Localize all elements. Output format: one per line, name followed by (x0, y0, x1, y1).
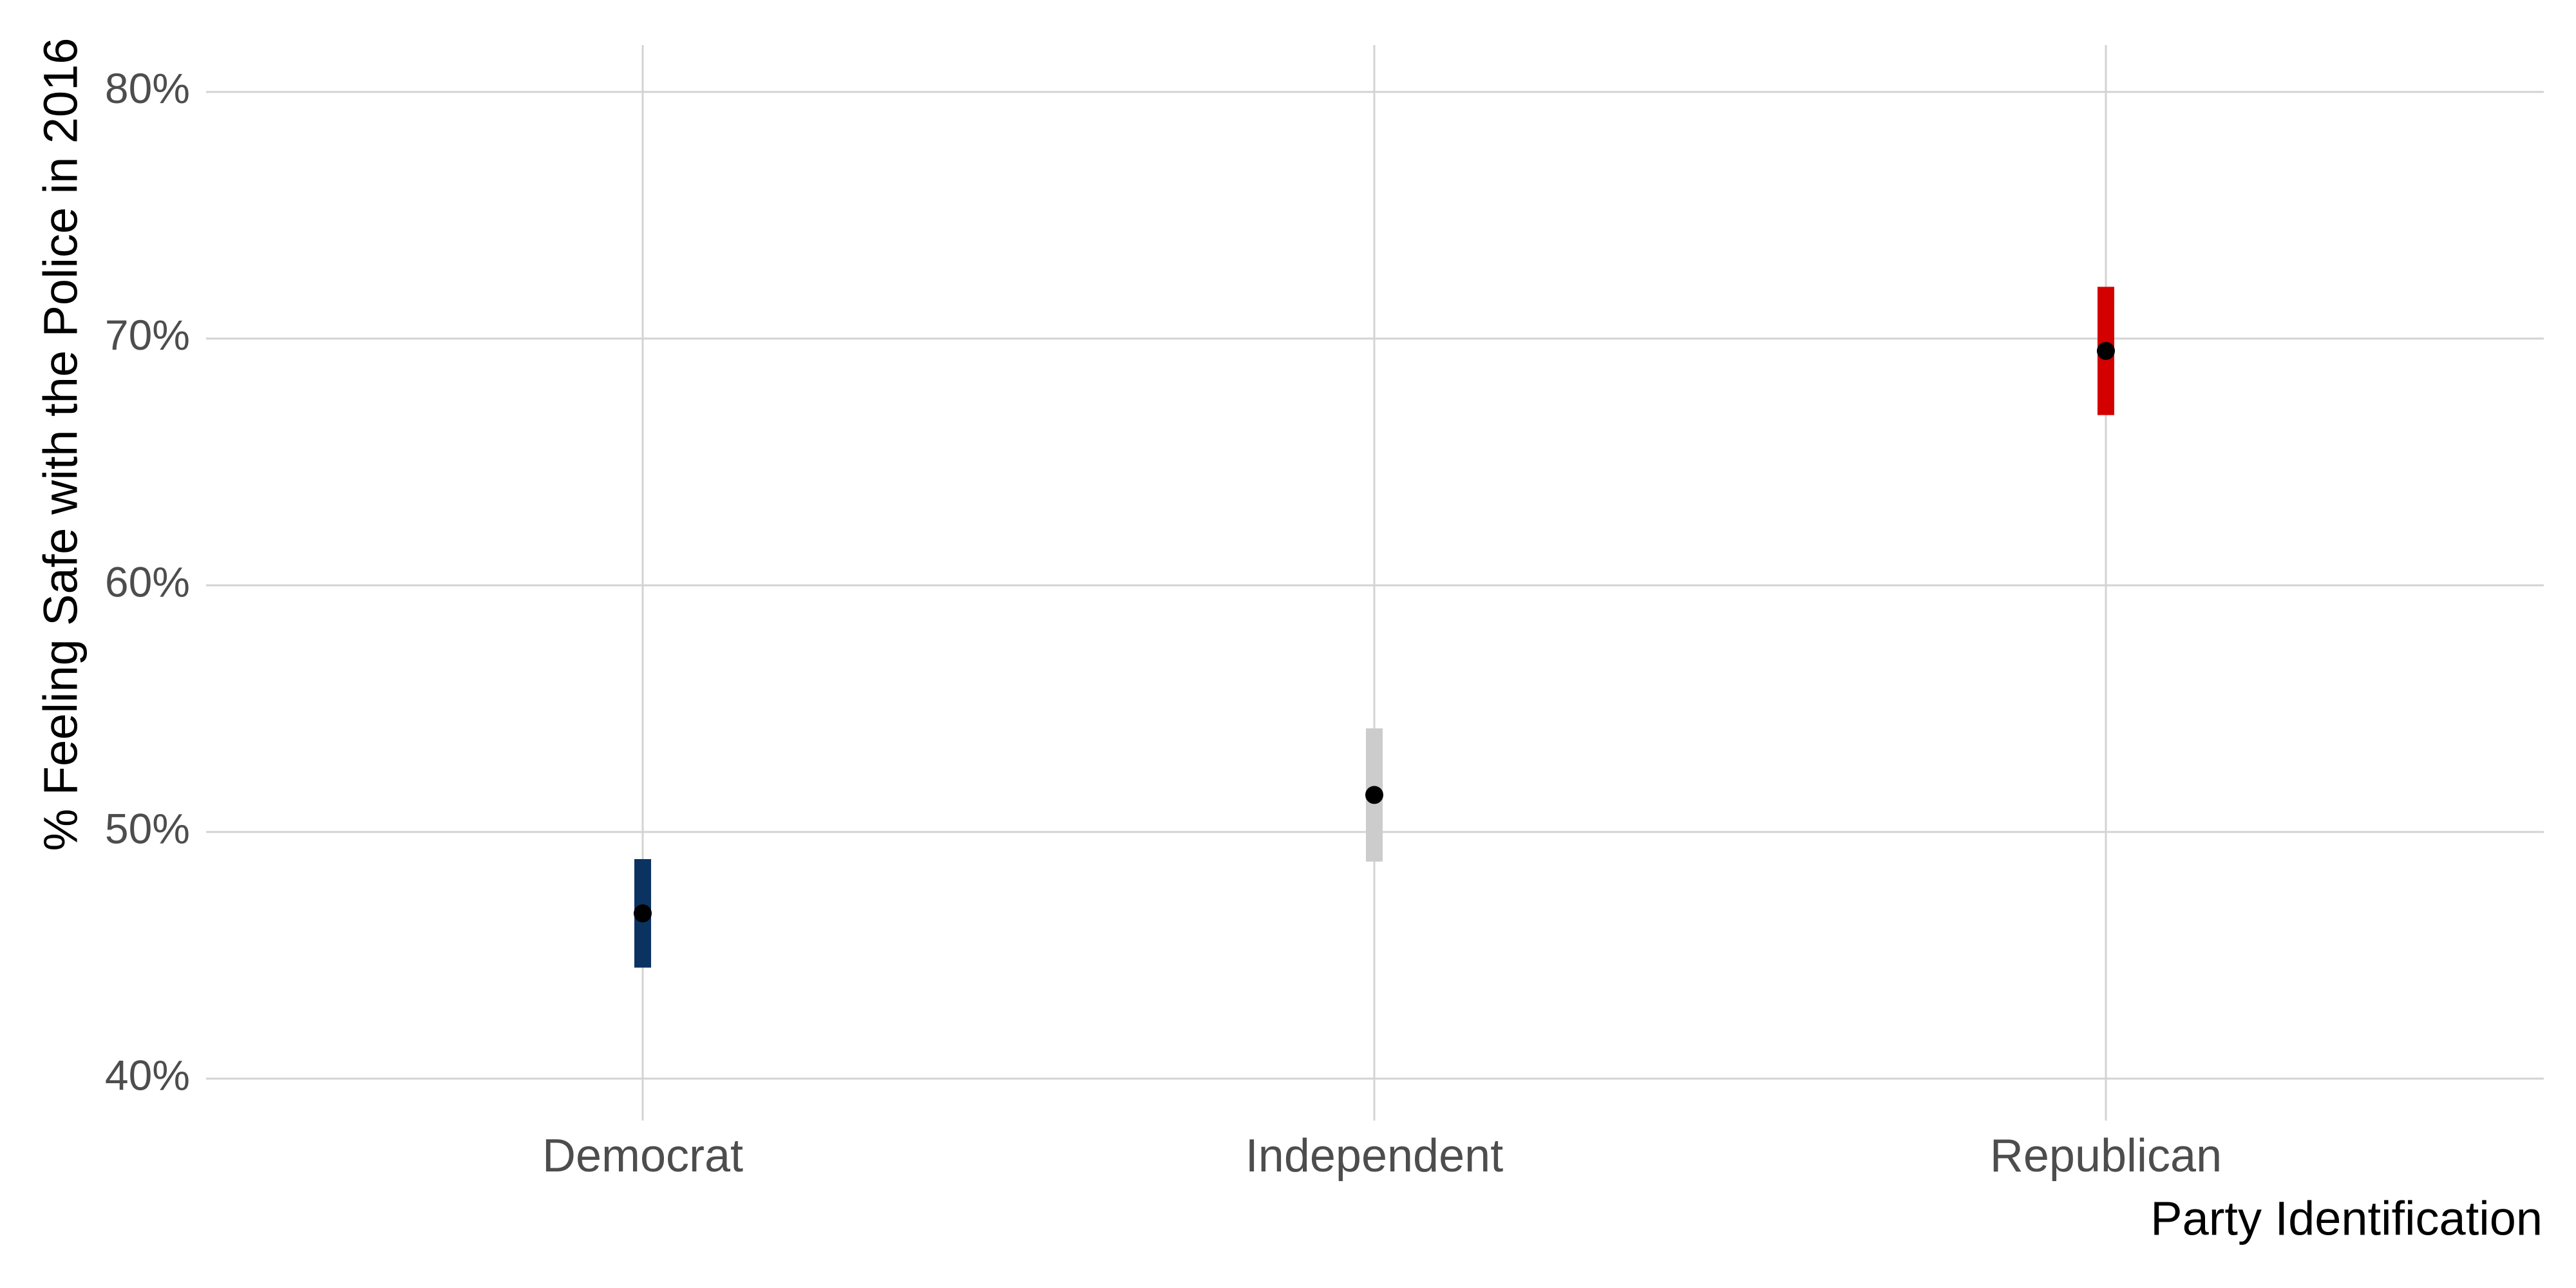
y-tick-label: 50% (105, 804, 190, 852)
y-tick-label: 60% (105, 558, 190, 605)
point-democrat (634, 904, 652, 923)
point-independent (1365, 786, 1383, 804)
x-tick-label: Democrat (542, 1130, 743, 1182)
y-tick-label: 40% (105, 1051, 190, 1099)
y-tick-label: 80% (105, 64, 190, 112)
x-tick-label: Republican (1990, 1130, 2222, 1182)
x-axis-title: Party Identification (2150, 1192, 2543, 1245)
vertical-gridlines (641, 45, 2107, 1121)
y-tick-label: 70% (105, 311, 190, 359)
x-axis-ticks: Democrat Independent Republican (542, 1130, 2222, 1182)
y-axis-title: % Feeling Safe with the Police in 2016 (34, 38, 88, 851)
point-republican (2097, 341, 2115, 360)
y-axis-ticks: 40% 50% 60% 70% 80% (105, 64, 190, 1099)
x-tick-label: Independent (1245, 1130, 1503, 1182)
estimate-points (634, 341, 2115, 923)
